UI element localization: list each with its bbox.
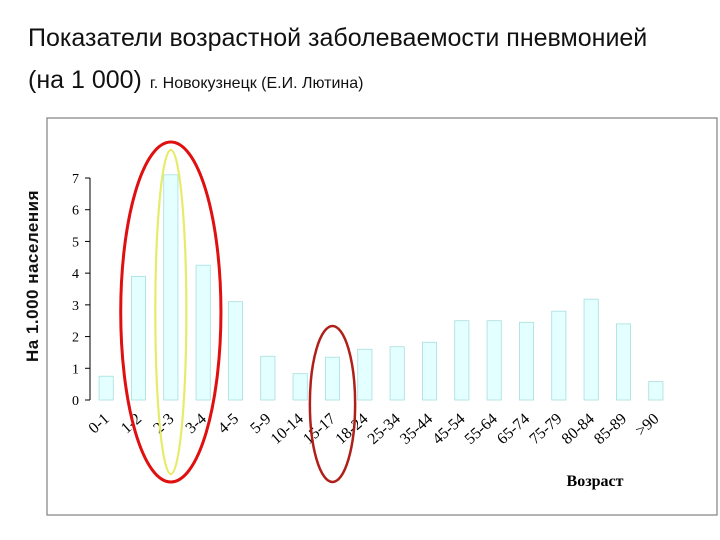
bar — [518, 321, 535, 401]
y-tick-label: 4 — [72, 267, 79, 282]
bar — [357, 348, 373, 401]
bar — [163, 174, 179, 401]
bar — [486, 320, 502, 401]
bar — [130, 275, 147, 401]
y-tick-label: 7 — [72, 172, 79, 187]
y-tick-label: 2 — [72, 331, 79, 346]
bar — [454, 320, 470, 401]
dark-red-highlight-oval — [308, 324, 357, 484]
yellow-highlight-oval — [154, 148, 188, 476]
bar — [98, 375, 114, 401]
chart-title-line1: Показатели возрастной заболеваемости пне… — [28, 24, 648, 52]
highlight-ovals — [119, 140, 357, 484]
bar — [583, 298, 599, 401]
bar — [421, 341, 438, 401]
bar — [551, 310, 567, 401]
bar — [648, 381, 664, 401]
bar — [195, 264, 211, 401]
bar — [324, 356, 341, 401]
chart-frame — [46, 117, 718, 516]
bar — [260, 355, 276, 401]
y-tick-label: 1 — [72, 362, 79, 377]
bar — [227, 301, 244, 401]
bar — [292, 373, 308, 401]
red-highlight-oval — [119, 140, 223, 484]
y-tick-label: 0 — [72, 394, 79, 409]
bars — [98, 174, 664, 401]
y-tick-label: 6 — [72, 204, 79, 219]
bar — [389, 346, 405, 401]
y-tick-label: 5 — [72, 235, 79, 250]
chart-subtitle-unit: (на 1 000) — [28, 66, 142, 94]
chart-subtitle-source: г. Новокузнецк (Е.И. Лютина) — [149, 75, 364, 92]
y-tick-label: 3 — [72, 299, 79, 314]
bar — [615, 323, 632, 401]
x-axis-label: Возраст — [567, 473, 624, 490]
chart-title-line2: (на 1 000) г. Новокузнецк (Е.И. Лютина) — [28, 66, 364, 95]
y-axis: 0 1 2 3 4 5 6 7 — [72, 172, 91, 409]
